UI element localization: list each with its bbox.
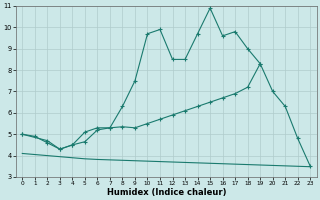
X-axis label: Humidex (Indice chaleur): Humidex (Indice chaleur) (107, 188, 226, 197)
